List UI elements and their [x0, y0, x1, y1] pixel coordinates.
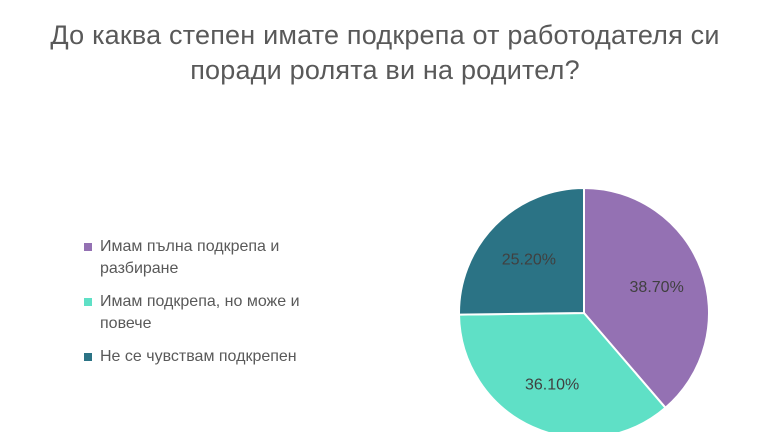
slice-label-partial-support: 36.10% [525, 377, 579, 394]
legend-item-full-support: Имам пълна подкрепа и разбиране [84, 236, 344, 280]
slice-label-no-support: 25.20% [502, 252, 556, 269]
slice-no-support [458, 186, 585, 316]
legend-swatch-partial-support [84, 298, 92, 306]
legend-swatch-full-support [84, 243, 92, 251]
legend-label-partial-support: Имам подкрепа, но може и повече [100, 293, 300, 332]
slice-partial-support [457, 311, 667, 432]
legend: Имам пълна подкрепа и разбиране Имам под… [84, 236, 344, 379]
chart-title: До каква степен имате подкрепа от работо… [50, 20, 720, 85]
legend-swatch-no-support [84, 353, 92, 361]
legend-item-partial-support: Имам подкрепа, но може и повече [84, 291, 344, 335]
legend-item-no-support: Не се чувствам подкрепен [84, 346, 344, 368]
legend-label-full-support: Имам пълна подкрепа и разбиране [100, 238, 280, 277]
slice-label-full-support: 38.70% [630, 279, 684, 296]
legend-label-no-support: Не се чувствам подкрепен [100, 348, 297, 365]
slice-full-support [583, 186, 710, 410]
